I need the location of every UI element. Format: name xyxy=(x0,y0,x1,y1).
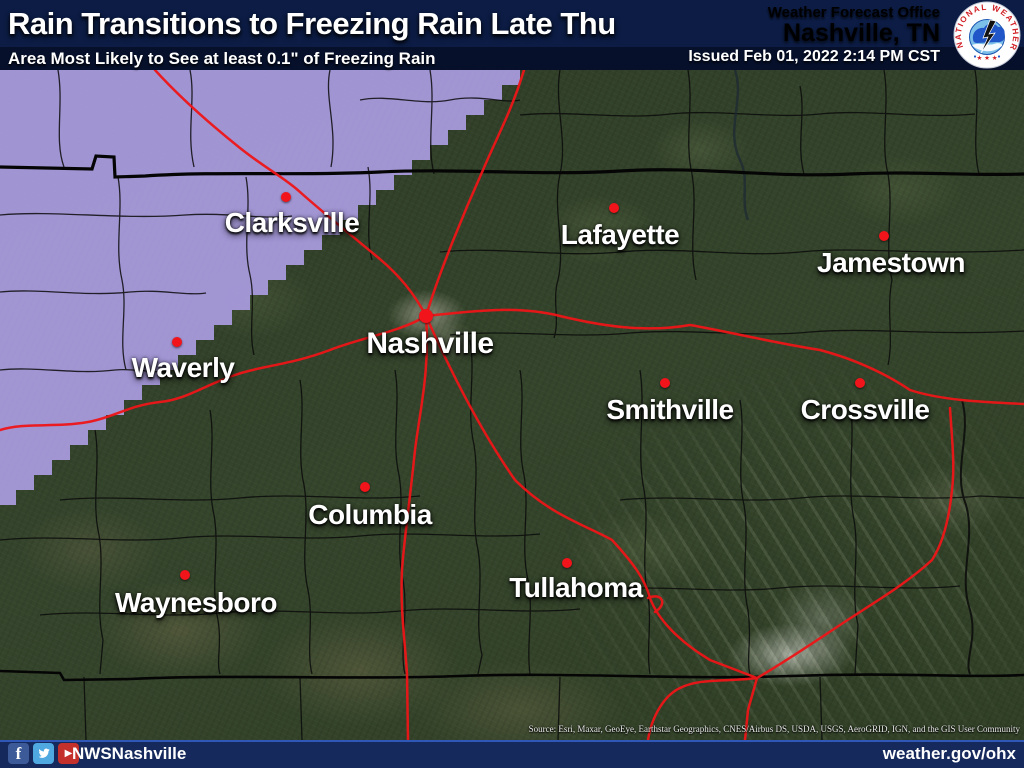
city-label-lafayette: Lafayette xyxy=(560,219,680,250)
city-label-columbia: Columbia xyxy=(308,499,432,530)
ridge-valley-texture xyxy=(560,370,1024,740)
city-marker-waverly xyxy=(172,337,182,347)
social-handle: NWSNashville xyxy=(72,744,187,763)
map-overlay-graphics xyxy=(0,70,1024,740)
facebook-icon[interactable]: f xyxy=(8,743,29,764)
city-marker-nashville xyxy=(419,309,433,323)
city-marker-lafayette xyxy=(609,203,619,213)
city-label-clarksville: Clarksville xyxy=(224,207,360,238)
city-label-tullahoma: Tullahoma xyxy=(509,572,643,603)
city-marker-crossville xyxy=(855,378,865,388)
city-label-jamestown: Jamestown xyxy=(817,247,966,278)
freezing-rain-area xyxy=(0,70,520,505)
page-title: Rain Transitions to Freezing Rain Late T… xyxy=(8,6,616,41)
twitter-bird-glyph xyxy=(38,748,50,758)
city-label-crossville: Crossville xyxy=(800,394,930,425)
social-icons: f ▶ xyxy=(8,743,79,764)
city-marker-clarksville xyxy=(281,192,291,202)
youtube-icon[interactable]: ▶ xyxy=(58,743,79,764)
issued-timestamp: Issued Feb 01, 2022 2:14 PM CST xyxy=(688,48,940,65)
subtitle-bar xyxy=(0,47,1024,70)
county-boundaries xyxy=(0,70,1024,740)
nws-logo-icon: NATIONAL WEATHER SERVICE ★ ★ ★ xyxy=(953,1,1021,69)
city-label-smithville: Smithville xyxy=(606,394,734,425)
city-label-waynesboro: Waynesboro xyxy=(115,587,278,618)
twitter-icon[interactable] xyxy=(33,743,54,764)
city-marker-columbia xyxy=(360,482,370,492)
office-name: Nashville, TN xyxy=(783,19,940,47)
city-marker-waynesboro xyxy=(180,570,190,580)
footer-bar xyxy=(0,740,1024,768)
city-marker-jamestown xyxy=(879,231,889,241)
river-line xyxy=(732,70,750,221)
city-marker-tullahoma xyxy=(562,558,572,568)
highways xyxy=(0,70,1024,740)
city-label-nashville: Nashville xyxy=(366,327,494,360)
city-label-waverly: Waverly xyxy=(131,352,235,383)
map-source-credit: Source: Esri, Maxar, GeoEye, Earthstar G… xyxy=(528,724,1020,734)
svg-text:★ ★ ★: ★ ★ ★ xyxy=(976,55,997,62)
state-borders xyxy=(0,154,1024,682)
website-url[interactable]: weather.gov/ohx xyxy=(882,744,1016,763)
forecast-map: Clarksville Lafayette Jamestown Waverly Nash… xyxy=(0,70,1024,740)
header-banner: Rain Transitions to Freezing Rain Late T… xyxy=(0,0,1024,70)
office-label: Weather Forecast Office xyxy=(767,4,940,21)
city-marker-smithville xyxy=(660,378,670,388)
page-subtitle: Area Most Likely to See at least 0.1" of… xyxy=(8,49,436,68)
